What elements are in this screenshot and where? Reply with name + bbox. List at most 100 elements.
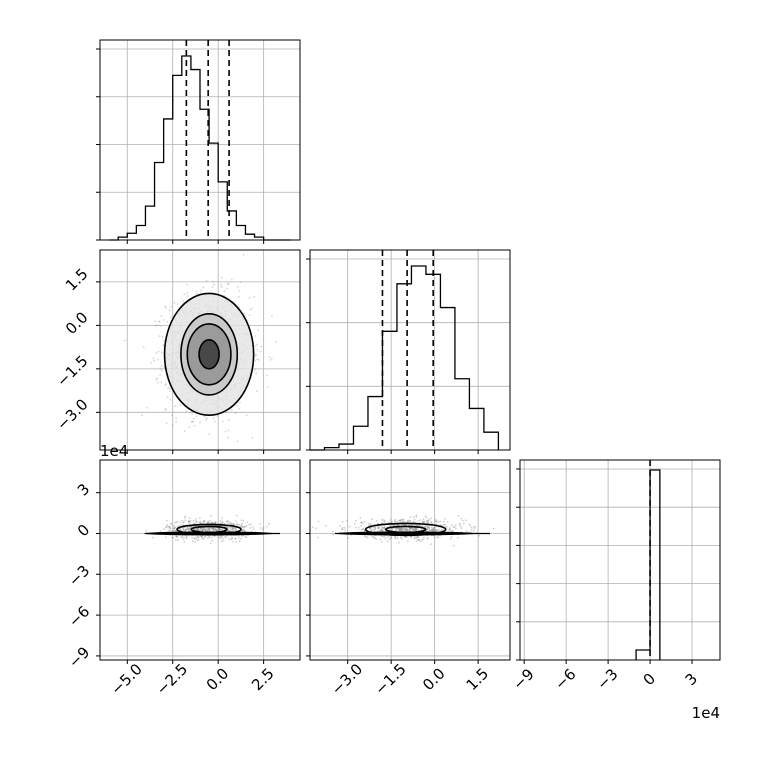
scatter-point <box>203 527 205 529</box>
scatter-point <box>429 529 432 532</box>
scatter-point <box>266 386 269 389</box>
scatter-point <box>123 339 126 342</box>
scatter-point <box>240 537 243 540</box>
scatter-point <box>370 518 373 521</box>
scatter-point <box>219 519 222 522</box>
scatter-point <box>240 524 243 527</box>
scatter-point <box>428 529 431 532</box>
scatter-point <box>421 521 424 524</box>
scatter-point <box>399 528 401 530</box>
scatter-point <box>227 282 230 285</box>
scatter-point <box>363 520 366 523</box>
scatter-point <box>196 536 199 539</box>
scatter-point <box>227 529 230 532</box>
scatter-point <box>206 536 209 539</box>
scatter-point <box>381 527 384 530</box>
scatter-point <box>396 528 399 530</box>
scatter-point <box>219 522 222 525</box>
scatter-point <box>381 529 384 531</box>
scatter-point <box>243 529 246 532</box>
scatter-point <box>166 525 169 528</box>
scatter-point <box>381 522 384 525</box>
scatter-point <box>404 536 407 539</box>
scatter-point <box>398 529 401 532</box>
scatter-point <box>492 527 495 530</box>
scatter-point <box>460 527 463 530</box>
scatter-points <box>145 514 270 545</box>
scatter-point <box>372 536 375 538</box>
scatter-point <box>158 320 161 323</box>
scatter-point <box>474 526 477 528</box>
scatter-point <box>191 540 194 543</box>
scatter-point <box>393 520 396 523</box>
scatter-point <box>228 529 231 532</box>
scatter-point <box>428 526 430 529</box>
scatter-point <box>413 535 416 538</box>
scatter-point <box>210 521 213 524</box>
scatter-point <box>202 286 205 289</box>
scatter-point <box>428 518 431 521</box>
scatter-point <box>396 527 398 530</box>
scatter-point <box>270 357 273 360</box>
scatter-point <box>194 520 197 522</box>
scatter-point <box>179 527 181 530</box>
scatter-point <box>173 526 176 528</box>
scatter-point <box>397 527 400 530</box>
scatter-point <box>172 530 175 532</box>
scatter-point <box>377 526 380 529</box>
scatter-point <box>412 528 415 531</box>
scatter-point <box>231 537 233 540</box>
scatter-point <box>454 524 457 526</box>
scatter-point <box>188 530 191 532</box>
scatter-point <box>368 527 371 530</box>
scatter-point <box>191 413 194 415</box>
scatter-point <box>402 518 405 521</box>
scatter-point <box>401 527 403 530</box>
scatter-point <box>235 528 238 531</box>
scatter-point <box>159 374 162 376</box>
scatter-point <box>197 527 200 530</box>
scatter-point <box>227 418 230 421</box>
scatter-point <box>412 528 415 531</box>
scatter-point <box>398 529 401 532</box>
scatter-point <box>192 420 195 423</box>
scatter-point <box>204 528 206 531</box>
scatter-point <box>156 377 159 380</box>
scatter-point <box>187 520 190 523</box>
scatter-point <box>383 519 386 522</box>
scatter-point <box>214 527 217 530</box>
scatter-point <box>153 359 156 362</box>
scatter-point <box>406 540 409 542</box>
scatter-point <box>432 528 435 531</box>
scatter-point <box>204 529 207 531</box>
scatter-point <box>200 535 203 538</box>
scatter-point <box>145 529 148 532</box>
scatter-point <box>164 305 167 308</box>
scatter-point <box>200 528 202 531</box>
panel-hist-param-1 <box>96 39 301 244</box>
scatter-point <box>211 539 214 542</box>
scatter-point <box>176 303 179 306</box>
scatter-point <box>217 528 219 531</box>
scatter-point <box>399 529 401 531</box>
scatter-point <box>245 414 248 417</box>
axes-frame <box>309 249 511 451</box>
scatter-point <box>399 527 402 530</box>
scatter-point <box>404 528 407 531</box>
scatter-point <box>423 521 426 524</box>
scatter-point <box>240 524 243 527</box>
y-tick-label: −1.5 <box>53 352 91 390</box>
scatter-point <box>378 530 381 532</box>
scatter-point <box>406 528 409 531</box>
scatter-point <box>468 523 471 526</box>
scatter-point <box>221 521 224 524</box>
scatter-point <box>413 537 416 540</box>
scatter-point <box>193 537 196 540</box>
scatter-point <box>221 520 224 523</box>
scatter-point <box>255 353 258 356</box>
scatter-point <box>205 419 208 421</box>
scatter-point <box>231 523 234 526</box>
scatter-point <box>172 524 175 527</box>
scatter-point <box>196 539 199 542</box>
scatter-point <box>390 521 393 524</box>
